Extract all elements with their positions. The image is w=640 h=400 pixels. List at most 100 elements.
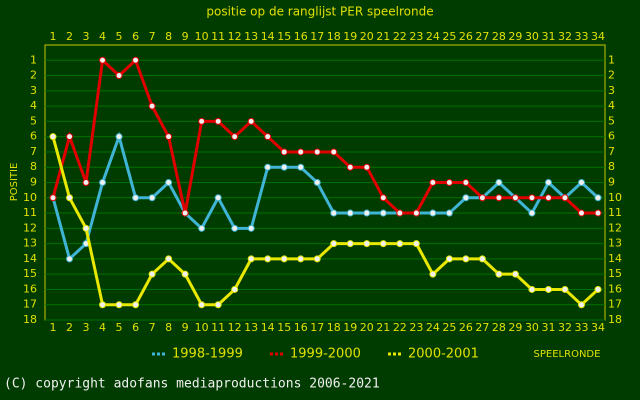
point — [346, 209, 354, 217]
point — [511, 270, 519, 278]
point — [231, 285, 239, 293]
point — [363, 163, 371, 171]
point — [363, 240, 371, 248]
x-tick-label-top: 23 — [409, 30, 423, 43]
point — [148, 194, 156, 202]
footer: (C) copyright adofans mediaproductions 2… — [4, 377, 380, 392]
x-tick-label-bottom: 27 — [475, 321, 489, 334]
x-axis-label: SPEELRONDE — [534, 349, 601, 360]
y-tick-label: 9 — [30, 176, 37, 189]
point — [49, 133, 57, 141]
x-tick-label-bottom: 4 — [99, 321, 106, 334]
x-tick-label-bottom: 20 — [360, 321, 374, 334]
x-tick-label-top: 28 — [492, 30, 506, 43]
x-tick-label-top: 5 — [116, 30, 123, 43]
point — [429, 179, 437, 186]
x-tick-label-top: 24 — [426, 30, 440, 43]
x-tick-label-top: 15 — [277, 30, 291, 43]
x-tick-label-bottom: 1 — [50, 321, 57, 334]
x-tick-label-bottom: 32 — [558, 321, 572, 334]
point — [478, 255, 486, 263]
point — [330, 240, 338, 248]
x-tick-label-top: 30 — [525, 30, 539, 43]
y-tick-label: 3 — [30, 84, 37, 97]
legend-label: 1999-2000 — [290, 347, 361, 362]
point — [462, 179, 470, 186]
x-tick-label-top: 13 — [244, 30, 258, 43]
point — [297, 148, 305, 156]
point — [528, 285, 536, 293]
series-line — [51, 136, 600, 307]
point — [148, 102, 156, 110]
y-tick-label: 5 — [30, 114, 37, 127]
point — [82, 224, 90, 232]
legend-label: 2000-2001 — [408, 347, 479, 362]
point — [132, 301, 140, 309]
x-tick-label-bottom: 5 — [116, 321, 123, 334]
x-tick-label-top: 22 — [393, 30, 407, 43]
x-tick-label-top: 6 — [132, 30, 139, 43]
point — [99, 301, 107, 309]
x-tick-label-bottom: 14 — [261, 321, 275, 334]
point — [429, 209, 437, 217]
point — [346, 240, 354, 248]
x-tick-label-top: 19 — [343, 30, 357, 43]
point — [561, 194, 569, 202]
x-tick-label-bottom: 26 — [459, 321, 473, 334]
x-tick-label-bottom: 11 — [211, 321, 225, 334]
x-tick-label-top: 9 — [182, 30, 189, 43]
point — [214, 194, 222, 202]
y-tick-label-right: 5 — [608, 114, 615, 127]
x-tick-label-bottom: 2 — [66, 321, 73, 334]
x-tick-label-bottom: 9 — [182, 321, 189, 334]
x-tick-label-top: 7 — [149, 30, 156, 43]
point — [115, 301, 123, 309]
x-tick-label-bottom: 6 — [132, 321, 139, 334]
x-tick-label-bottom: 17 — [310, 321, 324, 334]
x-tick-label-top: 33 — [574, 30, 588, 43]
point — [198, 117, 206, 125]
point — [313, 255, 321, 263]
x-tick-label-bottom: 15 — [277, 321, 291, 334]
point — [181, 209, 189, 217]
x-tick-label-bottom: 7 — [149, 321, 156, 334]
point — [297, 255, 305, 263]
y-tick-label: 2 — [30, 69, 37, 82]
point — [495, 179, 503, 186]
point — [577, 301, 585, 309]
y-tick-label-right: 12 — [608, 221, 622, 234]
y-tick-label-right: 17 — [608, 298, 622, 311]
x-tick-label-bottom: 31 — [541, 321, 555, 334]
x-tick-label-bottom: 24 — [426, 321, 440, 334]
series-line — [51, 131, 600, 262]
point — [495, 270, 503, 278]
point — [412, 240, 420, 248]
point — [429, 270, 437, 278]
y-tick-label: 14 — [23, 252, 37, 265]
y-tick-label: 7 — [30, 145, 37, 158]
point — [594, 285, 602, 293]
x-tick-label-top: 12 — [228, 30, 242, 43]
x-tick-label-top: 3 — [83, 30, 90, 43]
y-tick-label: 8 — [30, 160, 37, 173]
point — [528, 209, 536, 217]
y-tick-label-right: 4 — [608, 99, 615, 112]
point — [82, 179, 90, 186]
point — [165, 179, 173, 186]
point — [379, 240, 387, 248]
y-tick-label: 15 — [23, 267, 37, 280]
point — [577, 209, 585, 217]
x-tick-label-top: 27 — [475, 30, 489, 43]
y-tick-label-right: 14 — [608, 252, 622, 265]
x-tick-label-bottom: 30 — [525, 321, 539, 334]
x-tick-label-top: 2 — [66, 30, 73, 43]
y-tick-label: 12 — [23, 221, 37, 234]
chart-title: positie op de ranglijst PER speelronde — [206, 5, 433, 19]
point — [313, 148, 321, 156]
point — [462, 194, 470, 202]
y-tick-label-right: 13 — [608, 237, 622, 250]
y-tick-label-right: 2 — [608, 69, 615, 82]
point — [115, 133, 123, 141]
x-tick-label-bottom: 33 — [574, 321, 588, 334]
x-tick-label-bottom: 28 — [492, 321, 506, 334]
